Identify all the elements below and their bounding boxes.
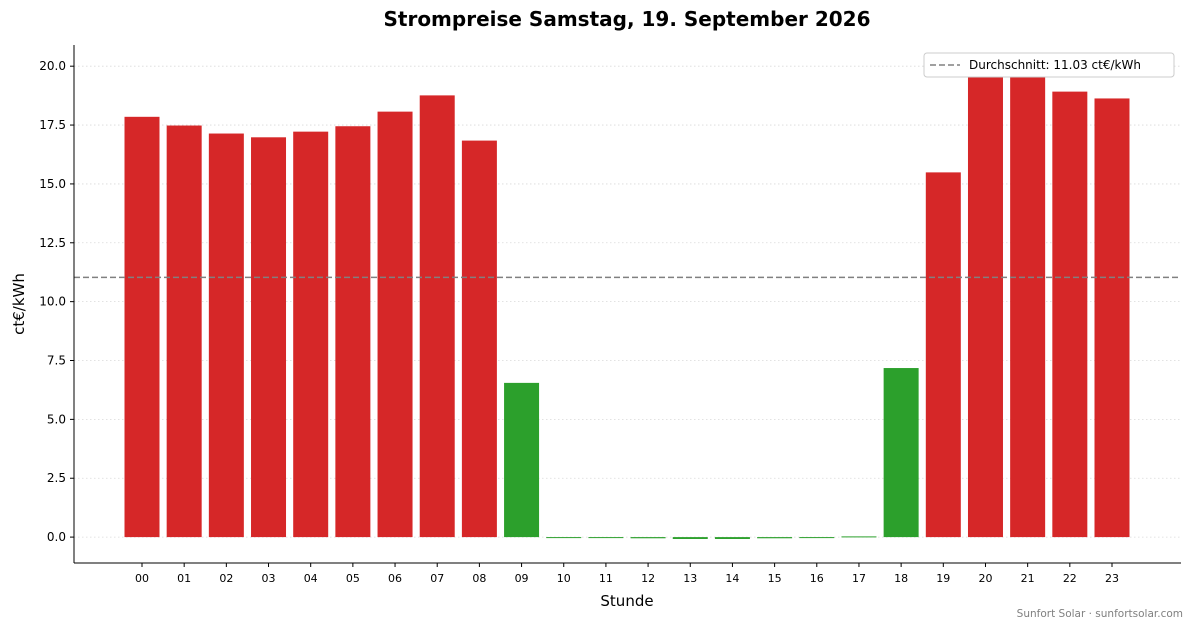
x-axis-label: Stunde [600,592,653,610]
bar-hour-20 [967,75,1003,538]
x-tick-label: 08 [472,572,486,585]
x-tick-label: 10 [557,572,571,585]
bar-hour-11 [588,537,624,539]
bar-hour-15 [757,537,793,539]
bar-hour-03 [251,137,287,538]
x-tick-label: 20 [978,572,992,585]
y-tick-label: 20.0 [39,59,66,73]
bar-hour-05 [335,126,371,538]
y-tick-label: 2.5 [47,471,66,485]
y-tick-label: 5.0 [47,412,66,426]
bar-hour-06 [377,111,413,538]
y-tick-label: 7.5 [47,354,66,368]
x-tick-label: 23 [1105,572,1119,585]
x-tick-label: 16 [810,572,824,585]
bar-hour-10 [546,537,582,539]
bar-hour-00 [124,116,160,538]
y-tick-label: 10.0 [39,295,66,309]
x-tick-label: 01 [177,572,191,585]
bar-hour-21 [1010,75,1046,538]
legend: Durchschnitt: 11.03 ct€/kWh [923,52,1175,78]
x-ticks: 00 01 02 03 04 05 06 07 08 09 10 11 12 13 14 15 16 17 18 19… [135,563,1119,585]
x-tick-label: 03 [262,572,276,585]
y-tick-label: 17.5 [39,118,66,132]
x-tick-label: 14 [725,572,739,585]
y-tick-label: 12.5 [39,236,66,250]
bar-hour-07 [419,95,455,538]
axes [73,45,1181,564]
x-tick-label: 12 [641,572,655,585]
bar-hour-17 [841,536,877,538]
bar-hour-14 [714,537,750,539]
bars [124,75,1130,539]
x-tick-label: 00 [135,572,149,585]
chart-title: Strompreise Samstag, 19. September 2026 [383,7,870,31]
y-tick-label: 15.0 [39,177,66,191]
x-tick-label: 21 [1021,572,1035,585]
x-tick-label: 05 [346,572,360,585]
x-tick-label: 06 [388,572,402,585]
bar-hour-22 [1052,91,1088,538]
x-tick-label: 22 [1063,572,1077,585]
bar-hour-02 [208,133,244,538]
x-tick-label: 07 [430,572,444,585]
bar-hour-01 [166,125,202,538]
x-tick-label: 18 [894,572,908,585]
y-axis-label: ct€/kWh [10,273,28,335]
bar-hour-08 [461,140,497,538]
bar-hour-13 [672,537,708,539]
x-tick-label: 04 [304,572,318,585]
bar-hour-18 [883,368,919,538]
y-tick-label: 0.0 [47,530,66,544]
x-tick-label: 13 [683,572,697,585]
legend-box [923,52,1175,78]
x-tick-label: 02 [219,572,233,585]
bar-hour-04 [293,131,329,538]
credit-text: Sunfort Solar · sunfortsolar.com [1017,608,1183,620]
y-ticks: 0.0 2.5 5.0 7.5 10.0 12.5 15.0 17.5 20.0 [39,59,74,544]
bar-hour-23 [1094,98,1130,538]
bar-hour-16 [799,537,835,539]
x-tick-label: 17 [852,572,866,585]
x-tick-label: 19 [936,572,950,585]
bar-hour-19 [925,172,961,538]
x-tick-label: 11 [599,572,613,585]
legend-label: Durchschnitt: 11.03 ct€/kWh [969,58,1141,72]
x-tick-label: 09 [515,572,529,585]
bar-hour-09 [504,382,540,538]
x-tick-label: 15 [768,572,782,585]
bar-hour-12 [630,537,666,539]
